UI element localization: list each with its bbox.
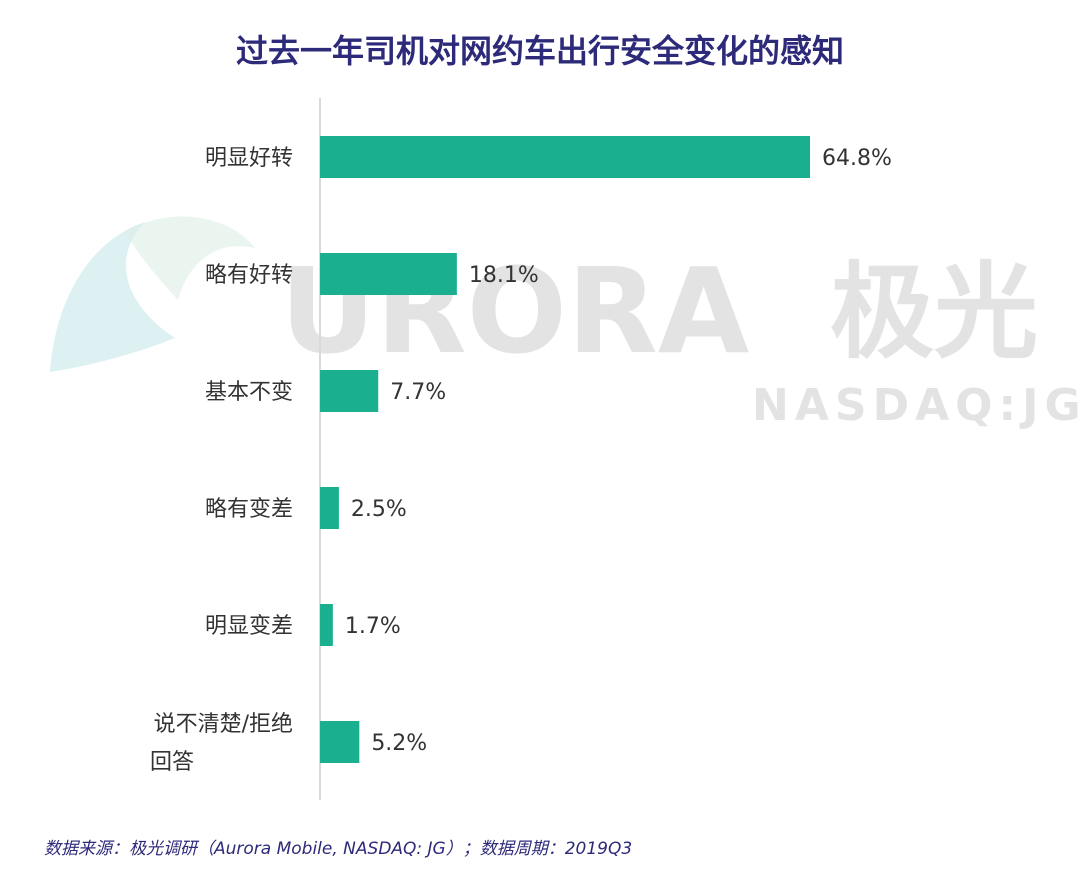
bar-value-label: 64.8%	[822, 146, 892, 171]
chart-title: 过去一年司机对网约车出行安全变化的感知	[235, 32, 844, 70]
watermark-brand-cn-text: 极光	[830, 251, 1038, 373]
bar	[320, 253, 457, 295]
bars-group: 64.8% 明显好转 18.1% 略有好转 7.7% 基本不变 2.5% 略有变差 1.7% 明显…	[150, 136, 892, 775]
source-note: 数据来源：极光调研（Aurora Mobile, NASDAQ: JG）；数据周…	[44, 839, 633, 859]
watermark-ticker-text: NASDAQ:JG	[752, 380, 1080, 431]
aurora-logo-shape-2	[125, 216, 255, 300]
category-label: 略有好转	[205, 263, 293, 288]
category-label: 明显好转	[205, 146, 293, 171]
category-label: 略有变差	[205, 497, 293, 522]
bar	[320, 136, 810, 178]
bar	[320, 370, 379, 412]
bar-value-label: 2.5%	[351, 497, 407, 522]
bar	[320, 487, 339, 529]
bar-value-label: 5.2%	[371, 731, 427, 756]
category-label: 基本不变	[205, 380, 293, 405]
bar	[320, 721, 360, 763]
bar-value-label: 7.7%	[390, 380, 446, 405]
bar-value-label: 1.7%	[345, 614, 401, 639]
bar-value-label: 18.1%	[469, 263, 539, 288]
category-label: 明显变差	[205, 614, 293, 639]
aurora-logo-shape	[50, 222, 175, 372]
bar	[320, 604, 333, 646]
category-label: 回答	[150, 750, 194, 775]
category-label: 说不清楚/拒绝	[154, 712, 293, 737]
